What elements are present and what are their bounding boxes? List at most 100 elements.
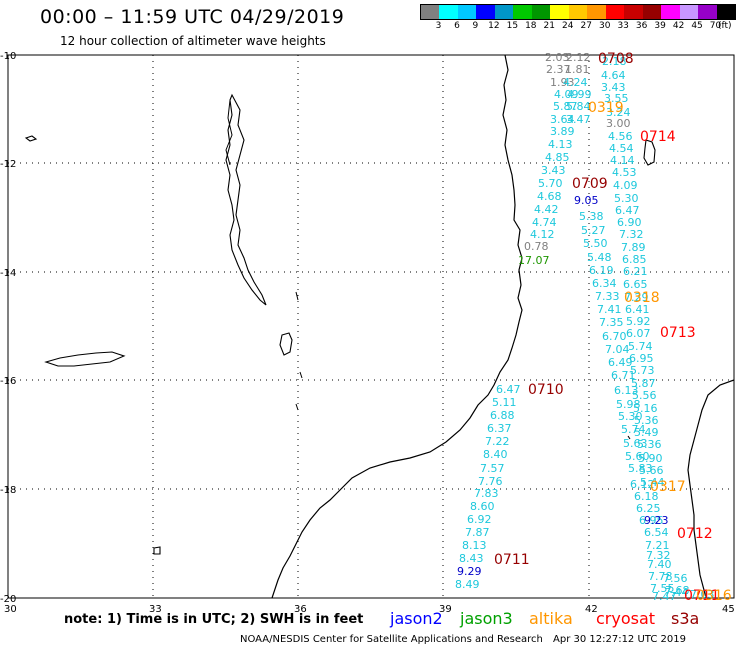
scale-swatch bbox=[587, 5, 606, 19]
wave-height-value: 3.55 bbox=[604, 92, 629, 105]
lake-malawi bbox=[225, 93, 267, 306]
pass-time-label: 0713 bbox=[660, 325, 696, 341]
lat-tick-label: -16 bbox=[0, 376, 16, 387]
wave-height-value: 7.32 bbox=[646, 549, 671, 562]
wave-height-value: 3.00 bbox=[606, 117, 631, 130]
wave-height-value: 4.99 bbox=[567, 88, 592, 101]
wave-height-value: 4.64 bbox=[601, 69, 626, 82]
satellite-label-jason3: jason3 bbox=[460, 609, 513, 628]
lake-shore bbox=[225, 99, 233, 166]
wave-height-value: 7.41 bbox=[597, 303, 622, 316]
wave-height-value: 3.89 bbox=[550, 125, 575, 138]
wave-height-value: 4.54 bbox=[609, 142, 634, 155]
scale-label: 39 bbox=[654, 21, 666, 31]
wave-height-value: 5.44 bbox=[640, 476, 665, 489]
scale-swatch bbox=[513, 5, 532, 19]
wave-height-value: 7.87 bbox=[465, 526, 490, 539]
scale-swatch bbox=[457, 5, 477, 19]
wave-height-value: 7.40 bbox=[647, 558, 672, 571]
wave-height-value: 6.21 bbox=[623, 265, 648, 278]
wave-height-value: 6.34 bbox=[592, 277, 617, 290]
pass-time-label: 0708 bbox=[598, 51, 634, 67]
wave-height-value: 3.47 bbox=[566, 113, 591, 126]
wave-height-value: 6.37 bbox=[487, 422, 512, 435]
wave-height-value: 5.49 bbox=[634, 426, 659, 439]
wave-height-value: 7.76 bbox=[478, 475, 503, 488]
wave-height-value: 5.48 bbox=[587, 251, 612, 264]
wave-height-value: 2.12 bbox=[566, 51, 591, 64]
scale-label: 15 bbox=[506, 21, 519, 31]
wave-height-value: 8.40 bbox=[483, 448, 508, 461]
wave-height-value: 7.56 bbox=[663, 572, 688, 585]
coastline-africa bbox=[271, 54, 523, 599]
scale-label: 33 bbox=[617, 21, 629, 31]
wave-height-value: 5.60 bbox=[625, 450, 650, 463]
satellite-label-cryosat: cryosat bbox=[596, 609, 656, 628]
wave-height-value: 5.74 bbox=[621, 423, 646, 436]
wave-height-value: 7.22 bbox=[485, 435, 510, 448]
pass-time-label: 0712 bbox=[677, 526, 713, 542]
map-title: 00:00 – 11:59 UTC 04/29/2019 bbox=[40, 6, 345, 28]
wave-height-value: 6.85 bbox=[622, 253, 647, 266]
scale-swatch bbox=[698, 5, 717, 19]
wave-height-value: 6.95 bbox=[629, 352, 654, 365]
wave-height-value: 7.78 bbox=[648, 570, 673, 583]
wave-height-value: 7.33 bbox=[595, 290, 620, 303]
wave-height-value: 7.32 bbox=[619, 228, 644, 241]
pass-time-label: 0317 bbox=[650, 479, 686, 495]
color-scale-labels: 3 6 9 12 15 18 21 24 27 30 33 36 39 42 45 70 (ft) bbox=[420, 21, 734, 33]
wave-height-value: 6.71 bbox=[611, 369, 636, 382]
wave-height-value: 5.87 bbox=[631, 377, 656, 390]
wave-height-value: 5.63 bbox=[623, 437, 648, 450]
lat-tick-label: -20 bbox=[0, 594, 16, 605]
wave-height-value: 4.56 bbox=[608, 130, 633, 143]
scale-label: 9 bbox=[472, 21, 479, 31]
wave-height-value: 6.12 bbox=[630, 478, 655, 491]
scale-label: 70 bbox=[709, 21, 722, 31]
wave-height-value: 4.85 bbox=[545, 151, 570, 164]
lat-tick-label: -14 bbox=[0, 268, 16, 279]
wave-height-value: 8.60 bbox=[470, 500, 495, 513]
wave-height-value: 6.47 bbox=[615, 204, 640, 217]
scale-swatch bbox=[679, 5, 699, 19]
wave-height-value: 4.14 bbox=[610, 154, 635, 167]
wave-height-value: 5.83 bbox=[628, 462, 653, 475]
wave-height-value: 4.42 bbox=[534, 203, 559, 216]
wave-height-value: 8.43 bbox=[459, 552, 484, 565]
scale-label: 24 bbox=[562, 21, 574, 31]
wave-height-value: 5.50 bbox=[583, 237, 608, 250]
pass-time-label: 0710 bbox=[528, 382, 564, 398]
wave-height-value: 7.29 bbox=[624, 291, 649, 304]
wave-height-value: 2.03 bbox=[545, 51, 570, 64]
wave-height-value: 6.88 bbox=[490, 409, 515, 422]
note-text: note: 1) Time is in UTC; 2) SWH is in fe… bbox=[64, 612, 364, 627]
scale-swatch bbox=[531, 5, 551, 19]
lon-tick-label: 39 bbox=[439, 604, 452, 615]
scale-label: 21 bbox=[543, 21, 556, 31]
lon-tick-label: 42 bbox=[585, 604, 598, 615]
wave-height-value: 3.24 bbox=[606, 106, 631, 119]
wave-height-value: 6.25 bbox=[636, 502, 661, 515]
lake-tiny-a bbox=[24, 135, 631, 555]
wave-height-value: 5.90 bbox=[638, 452, 663, 465]
wave-height-value: 7.21 bbox=[645, 539, 670, 552]
pass-time-labels: 0708 0319 0714 0709 0318 0713 0710 0317 0712 0711… bbox=[494, 51, 732, 604]
wave-height-value: 4.53 bbox=[612, 166, 637, 179]
wave-height-value: 4.09 bbox=[554, 88, 579, 101]
wave-height-value: 5.73 bbox=[630, 364, 655, 377]
scale-swatch bbox=[624, 5, 643, 19]
wave-height-value: 5.11 bbox=[492, 396, 517, 409]
wave-height-value: 1.93 bbox=[550, 76, 575, 89]
wave-height-value: 7.55 bbox=[650, 582, 675, 595]
wave-height-value: 5.30 bbox=[618, 410, 643, 423]
wave-height-value: 4.13 bbox=[548, 138, 573, 151]
wave-height-value: 6.19 bbox=[589, 264, 614, 277]
wave-height-value: 4.12 bbox=[530, 228, 555, 241]
wave-height-value: 7.35 bbox=[599, 316, 624, 329]
pass-time-label: 0711 bbox=[684, 588, 720, 604]
lat-tick-label: -10 bbox=[0, 51, 16, 62]
lake-small bbox=[279, 332, 293, 356]
scale-swatch bbox=[421, 5, 440, 19]
wave-height-value: 6.13 bbox=[614, 384, 639, 397]
